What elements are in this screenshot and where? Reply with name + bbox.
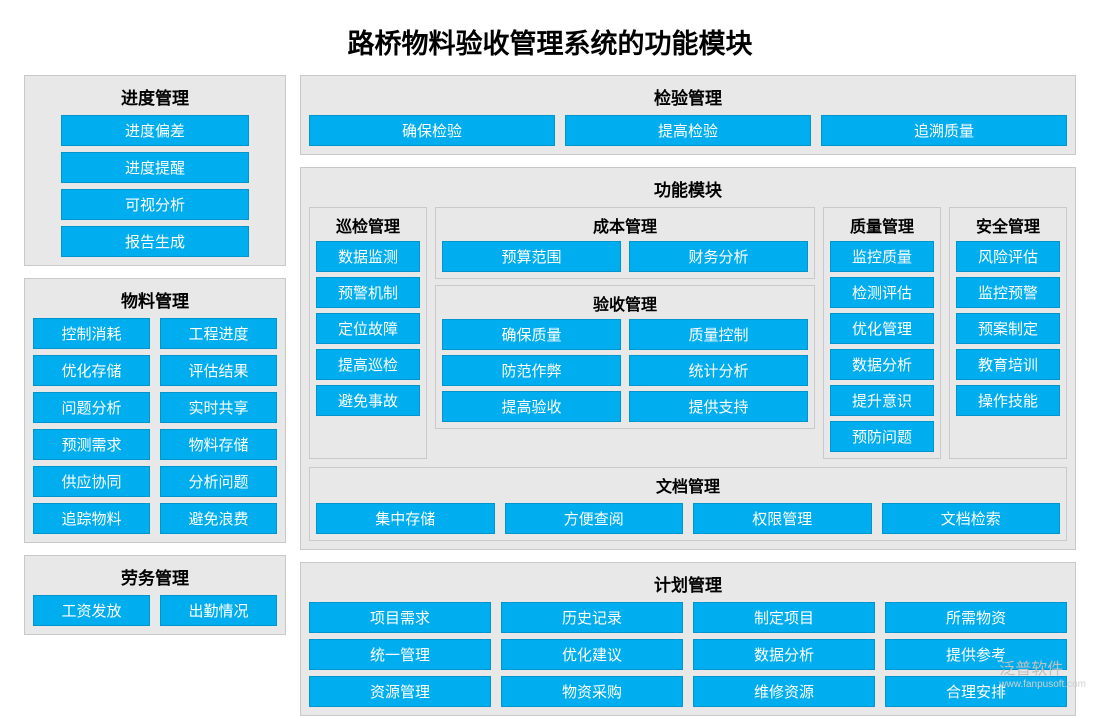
tag: 追溯质量 bbox=[821, 115, 1067, 146]
tag: 工程进度 bbox=[160, 318, 277, 349]
panel-plan: 计划管理 项目需求 历史记录 制定项目 所需物资 统一管理 优化建议 数据分析 … bbox=[300, 562, 1076, 716]
tag: 数据监测 bbox=[316, 241, 420, 272]
tag: 数据分析 bbox=[693, 639, 875, 670]
sub-mid-column: 成本管理 预算范围 财务分析 验收管理 确保质量 质量控制 防范作弊 统计分析 bbox=[435, 207, 815, 459]
page-title: 路桥物料验收管理系统的功能模块 bbox=[0, 0, 1100, 75]
tag: 实时共享 bbox=[160, 392, 277, 423]
sub-cost: 成本管理 预算范围 财务分析 bbox=[435, 207, 815, 279]
panel-labor: 劳务管理 工资发放 出勤情况 bbox=[24, 555, 286, 635]
tag: 控制消耗 bbox=[33, 318, 150, 349]
sub-quality-title: 质量管理 bbox=[830, 212, 934, 241]
tag: 权限管理 bbox=[693, 503, 872, 534]
tag: 确保质量 bbox=[442, 319, 621, 350]
tag: 所需物资 bbox=[885, 602, 1067, 633]
tag: 维修资源 bbox=[693, 676, 875, 707]
tag: 出勤情况 bbox=[160, 595, 277, 626]
sub-inspection: 巡检管理 数据监测 预警机制 定位故障 提高巡检 避免事故 bbox=[309, 207, 427, 459]
tag: 预测需求 bbox=[33, 429, 150, 460]
tag: 项目需求 bbox=[309, 602, 491, 633]
tag: 物料存储 bbox=[160, 429, 277, 460]
tag: 提升意识 bbox=[830, 385, 934, 416]
layout: 进度管理 进度偏差 进度提醒 可视分析 报告生成 物料管理 控制消耗 工程进度 … bbox=[0, 75, 1100, 716]
panel-inspect-top: 检验管理 确保检验 提高检验 追溯质量 bbox=[300, 75, 1076, 155]
tag: 物资采购 bbox=[501, 676, 683, 707]
panel-progress: 进度管理 进度偏差 进度提醒 可视分析 报告生成 bbox=[24, 75, 286, 266]
tag: 进度提醒 bbox=[61, 152, 249, 183]
tag: 数据分析 bbox=[830, 349, 934, 380]
sub-accept-title: 验收管理 bbox=[442, 290, 808, 319]
tag: 资源管理 bbox=[309, 676, 491, 707]
tag: 历史记录 bbox=[501, 602, 683, 633]
tag: 检测评估 bbox=[830, 277, 934, 308]
tag: 避免事故 bbox=[316, 385, 420, 416]
tag: 追踪物料 bbox=[33, 503, 150, 534]
tag: 合理安排 bbox=[885, 676, 1067, 707]
left-column: 进度管理 进度偏差 进度提醒 可视分析 报告生成 物料管理 控制消耗 工程进度 … bbox=[24, 75, 286, 716]
panel-progress-title: 进度管理 bbox=[33, 82, 277, 115]
panel-func-title: 功能模块 bbox=[309, 174, 1067, 207]
tag: 操作技能 bbox=[956, 385, 1060, 416]
tag: 制定项目 bbox=[693, 602, 875, 633]
tag: 优化建议 bbox=[501, 639, 683, 670]
tag: 质量控制 bbox=[629, 319, 808, 350]
panel-material: 物料管理 控制消耗 工程进度 优化存储 评估结果 问题分析 实时共享 预测需求 … bbox=[24, 278, 286, 543]
tag: 供应协同 bbox=[33, 466, 150, 497]
tag: 预案制定 bbox=[956, 313, 1060, 344]
sub-safety-title: 安全管理 bbox=[956, 212, 1060, 241]
tag: 方便查阅 bbox=[505, 503, 684, 534]
tag: 监控质量 bbox=[830, 241, 934, 272]
tag: 避免浪费 bbox=[160, 503, 277, 534]
tag: 分析问题 bbox=[160, 466, 277, 497]
tag: 提供参考 bbox=[885, 639, 1067, 670]
sub-cost-title: 成本管理 bbox=[442, 212, 808, 241]
tag: 确保检验 bbox=[309, 115, 555, 146]
tag: 定位故障 bbox=[316, 313, 420, 344]
tag: 集中存储 bbox=[316, 503, 495, 534]
tag: 进度偏差 bbox=[61, 115, 249, 146]
tag: 提供支持 bbox=[629, 391, 808, 422]
tag: 文档检索 bbox=[882, 503, 1061, 534]
tag: 预算范围 bbox=[442, 241, 621, 272]
tag: 优化存储 bbox=[33, 355, 150, 386]
right-column: 检验管理 确保检验 提高检验 追溯质量 功能模块 巡检管理 数据监测 预警机制 … bbox=[300, 75, 1076, 716]
sub-accept: 验收管理 确保质量 质量控制 防范作弊 统计分析 提高验收 提供支持 bbox=[435, 285, 815, 429]
sub-safety: 安全管理 风险评估 监控预警 预案制定 教育培训 操作技能 bbox=[949, 207, 1067, 459]
tag: 优化管理 bbox=[830, 313, 934, 344]
tag: 提高验收 bbox=[442, 391, 621, 422]
sub-document-title: 文档管理 bbox=[316, 472, 1060, 501]
tag: 可视分析 bbox=[61, 189, 249, 220]
tag: 防范作弊 bbox=[442, 355, 621, 386]
panel-material-title: 物料管理 bbox=[33, 285, 277, 318]
tag: 预警机制 bbox=[316, 277, 420, 308]
tag: 问题分析 bbox=[33, 392, 150, 423]
tag: 统计分析 bbox=[629, 355, 808, 386]
tag: 监控预警 bbox=[956, 277, 1060, 308]
panel-inspect-top-title: 检验管理 bbox=[309, 82, 1067, 115]
tag: 统一管理 bbox=[309, 639, 491, 670]
panel-func: 功能模块 巡检管理 数据监测 预警机制 定位故障 提高巡检 避免事故 成本管理 bbox=[300, 167, 1076, 550]
tag: 财务分析 bbox=[629, 241, 808, 272]
tag: 预防问题 bbox=[830, 421, 934, 452]
sub-quality: 质量管理 监控质量 检测评估 优化管理 数据分析 提升意识 预防问题 bbox=[823, 207, 941, 459]
tag: 提高巡检 bbox=[316, 349, 420, 380]
sub-document: 文档管理 集中存储 方便查阅 权限管理 文档检索 bbox=[309, 467, 1067, 541]
panel-plan-title: 计划管理 bbox=[309, 569, 1067, 602]
sub-inspection-title: 巡检管理 bbox=[316, 212, 420, 241]
tag: 评估结果 bbox=[160, 355, 277, 386]
tag: 教育培训 bbox=[956, 349, 1060, 380]
panel-labor-title: 劳务管理 bbox=[33, 562, 277, 595]
tag: 风险评估 bbox=[956, 241, 1060, 272]
tag: 工资发放 bbox=[33, 595, 150, 626]
tag: 报告生成 bbox=[61, 226, 249, 257]
tag: 提高检验 bbox=[565, 115, 811, 146]
